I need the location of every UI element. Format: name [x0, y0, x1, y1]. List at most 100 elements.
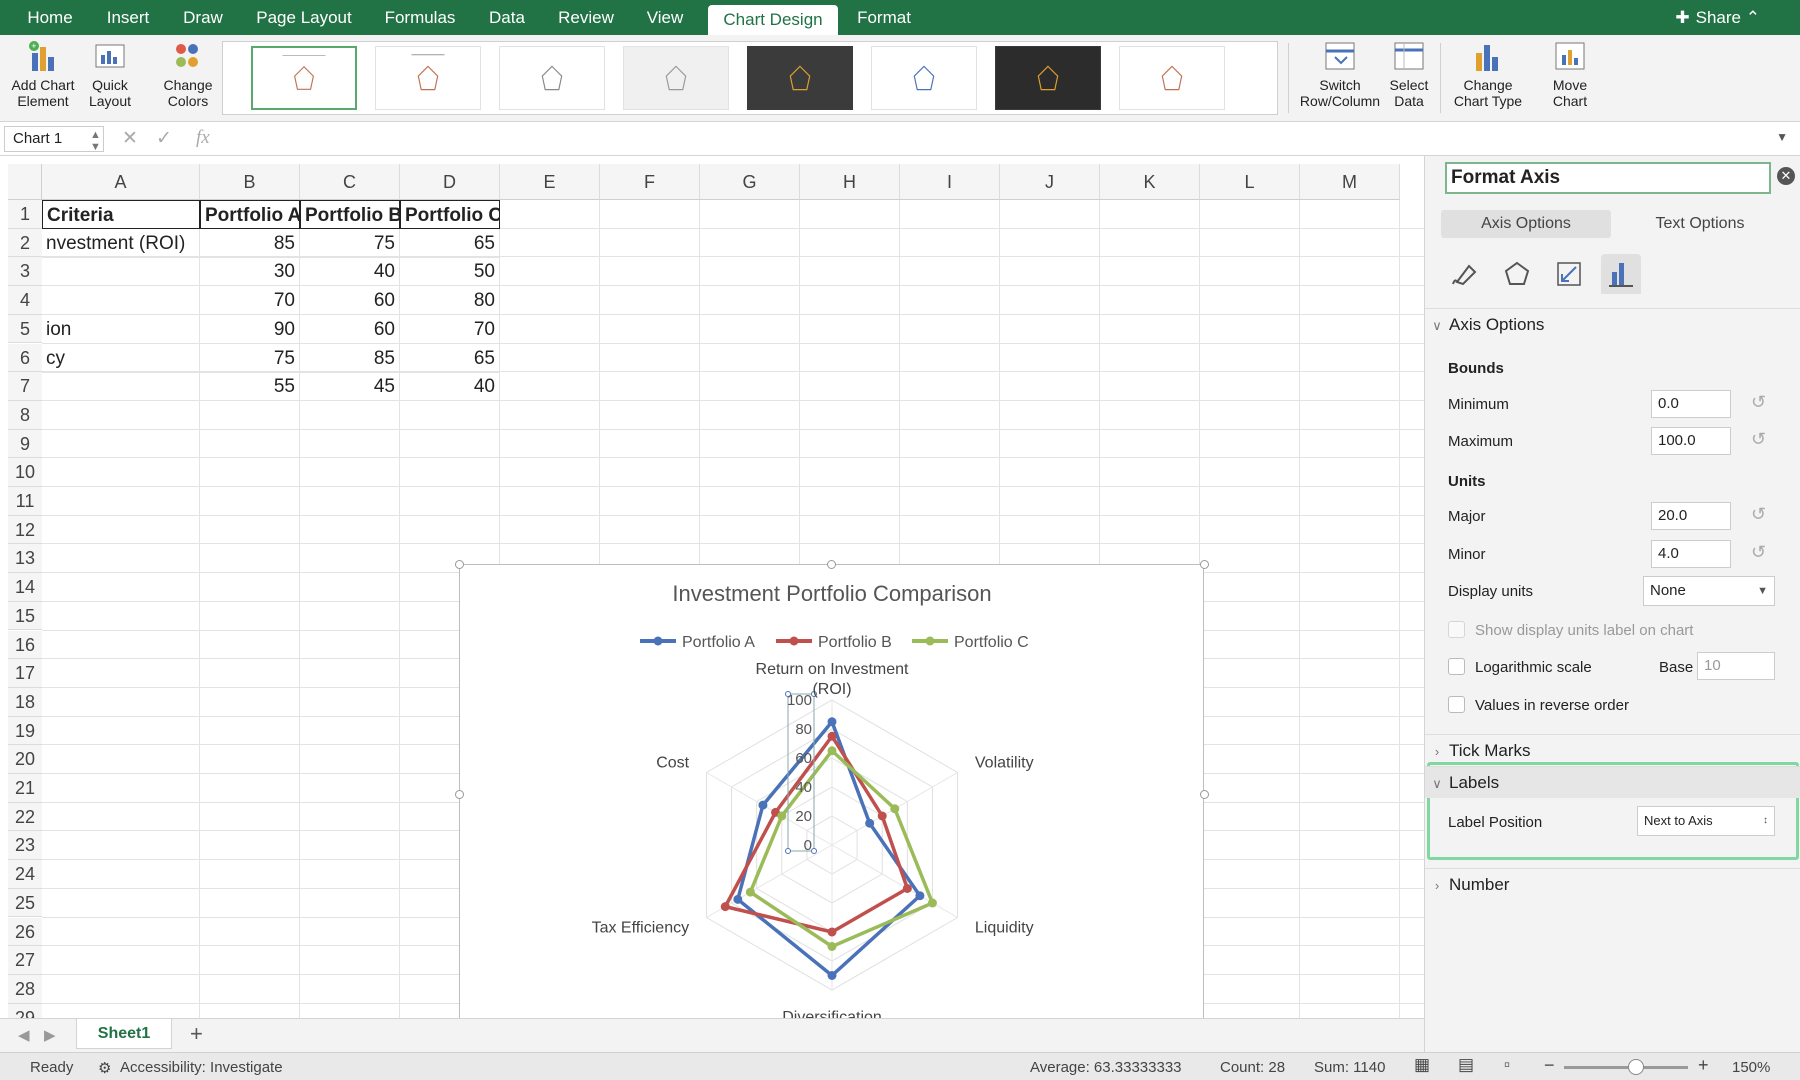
select-all-corner[interactable]: [8, 164, 42, 200]
table-header-cell[interactable]: Portfolio A: [200, 200, 300, 229]
name-box-stepper-icon[interactable]: ▲ ▼: [90, 129, 101, 153]
row-header-20[interactable]: 20: [8, 745, 42, 774]
close-icon[interactable]: ✕: [1777, 167, 1795, 185]
reset-minimum-icon[interactable]: ↺: [1751, 392, 1767, 412]
row-header-17[interactable]: 17: [8, 659, 42, 688]
table-cell[interactable]: ion: [42, 314, 200, 344]
row-header-22[interactable]: 22: [8, 802, 42, 832]
column-header-H[interactable]: H: [800, 164, 900, 200]
column-header-C[interactable]: C: [300, 164, 400, 200]
table-cell[interactable]: 40: [400, 372, 500, 402]
row-header-9[interactable]: 9: [8, 429, 42, 459]
major-input[interactable]: 20.0: [1651, 502, 1731, 530]
row-header-28[interactable]: 28: [8, 974, 42, 1004]
accessibility-icon[interactable]: ⚙: [98, 1060, 112, 1077]
sheet-tab-sheet1[interactable]: Sheet1: [76, 1019, 172, 1049]
formula-input[interactable]: [230, 126, 1760, 152]
tab-insert[interactable]: Insert: [106, 8, 150, 27]
row-header-13[interactable]: 13: [8, 544, 42, 574]
change-colors-button[interactable]: Change Colors: [156, 39, 220, 109]
row-header-3[interactable]: 3: [8, 257, 42, 287]
row-header-2[interactable]: 2: [8, 228, 42, 258]
chart-resize-handle[interactable]: [455, 790, 464, 799]
tab-text-options[interactable]: Text Options: [1655, 215, 1745, 232]
table-cell[interactable]: 60: [300, 314, 400, 344]
zoom-out-icon[interactable]: −: [1544, 1055, 1555, 1075]
row-header-1[interactable]: 1: [8, 200, 42, 229]
chart-resize-handle[interactable]: [1200, 790, 1209, 799]
column-header-J[interactable]: J: [1000, 164, 1100, 200]
move-chart-button[interactable]: Move Chart: [1544, 39, 1596, 109]
row-header-10[interactable]: 10: [8, 458, 42, 487]
tab-axis-options[interactable]: Axis Options: [1441, 210, 1611, 238]
column-header-M[interactable]: M: [1300, 164, 1400, 200]
row-header-24[interactable]: 24: [8, 860, 42, 889]
chart-style-6[interactable]: [871, 46, 977, 110]
tab-home[interactable]: Home: [27, 8, 73, 27]
display-units-select[interactable]: None ▼: [1643, 576, 1775, 606]
row-header-6[interactable]: 6: [8, 343, 42, 373]
reset-major-icon[interactable]: ↺: [1751, 504, 1767, 524]
column-header-E[interactable]: E: [500, 164, 600, 200]
column-header-L[interactable]: L: [1200, 164, 1300, 200]
tab-view[interactable]: View: [646, 8, 684, 27]
table-cell[interactable]: 85: [300, 343, 400, 373]
select-data-button[interactable]: Select Data: [1384, 39, 1434, 109]
expand-formula-icon[interactable]: ▼: [1776, 130, 1788, 144]
table-cell[interactable]: 65: [400, 343, 500, 373]
table-cell[interactable]: 85: [200, 228, 300, 258]
label-position-select[interactable]: Next to Axis ↕: [1637, 806, 1775, 836]
row-header-7[interactable]: 7: [8, 372, 42, 401]
minor-input[interactable]: 4.0: [1651, 540, 1731, 568]
maximum-input[interactable]: 100.0: [1651, 427, 1731, 455]
tab-page-layout[interactable]: Page Layout: [256, 8, 352, 27]
add-chart-element-button[interactable]: + Add Chart Element: [8, 39, 78, 109]
row-header-18[interactable]: 18: [8, 687, 42, 717]
table-cell[interactable]: 65: [400, 228, 500, 258]
section-number[interactable]: › Number: [1425, 868, 1800, 900]
accessibility-status[interactable]: Accessibility: Investigate: [120, 1059, 283, 1076]
table-header-cell[interactable]: Portfolio B: [300, 200, 400, 229]
size-properties-icon[interactable]: [1549, 254, 1589, 294]
chart-style-1[interactable]: [251, 46, 357, 110]
chart-style-7[interactable]: [995, 46, 1101, 110]
table-cell[interactable]: nvestment (ROI): [42, 228, 200, 258]
chart-style-3[interactable]: [499, 46, 605, 110]
table-cell[interactable]: cy: [42, 343, 200, 373]
zoom-slider[interactable]: [1564, 1066, 1688, 1069]
row-header-15[interactable]: 15: [8, 601, 42, 631]
next-sheet-icon[interactable]: ▶: [44, 1027, 56, 1044]
row-header-26[interactable]: 26: [8, 917, 42, 947]
base-input[interactable]: 10: [1697, 652, 1775, 680]
radar-chart[interactable]: Investment Portfolio Comparison Portfolio…: [455, 560, 1209, 1022]
chart-style-2[interactable]: [375, 46, 481, 110]
chart-style-4[interactable]: [623, 46, 729, 110]
switch-row-column-button[interactable]: Switch Row/Column: [1296, 39, 1384, 109]
table-cell[interactable]: 30: [200, 257, 300, 287]
row-header-11[interactable]: 11: [8, 487, 42, 516]
tab-format[interactable]: Format: [857, 8, 911, 27]
table-cell[interactable]: [42, 372, 200, 402]
chart-resize-handle[interactable]: [455, 560, 464, 569]
column-header-I[interactable]: I: [900, 164, 1000, 200]
prev-sheet-icon[interactable]: ◀: [18, 1027, 30, 1044]
effects-pentagon-icon[interactable]: [1497, 254, 1537, 294]
section-axis-options[interactable]: ∨ Axis Options: [1425, 308, 1800, 340]
column-header-K[interactable]: K: [1100, 164, 1200, 200]
section-tick-marks[interactable]: › Tick Marks: [1425, 734, 1800, 766]
tab-review[interactable]: Review: [558, 8, 614, 27]
page-break-view-icon[interactable]: ▫: [1504, 1055, 1511, 1074]
reset-minor-icon[interactable]: ↺: [1751, 542, 1767, 562]
table-cell[interactable]: 55: [200, 372, 300, 402]
confirm-icon[interactable]: ✓: [156, 128, 172, 149]
share-button[interactable]: ✚ Share ⌃: [1675, 0, 1760, 35]
column-header-B[interactable]: B: [200, 164, 300, 200]
row-header-12[interactable]: 12: [8, 515, 42, 545]
table-cell[interactable]: 60: [300, 286, 400, 316]
zoom-level[interactable]: 150%: [1732, 1059, 1771, 1076]
table-cell[interactable]: 40: [300, 257, 400, 287]
tab-formulas[interactable]: Formulas: [384, 8, 456, 27]
column-header-D[interactable]: D: [400, 164, 500, 200]
table-cell[interactable]: [42, 286, 200, 316]
row-header-23[interactable]: 23: [8, 831, 42, 861]
